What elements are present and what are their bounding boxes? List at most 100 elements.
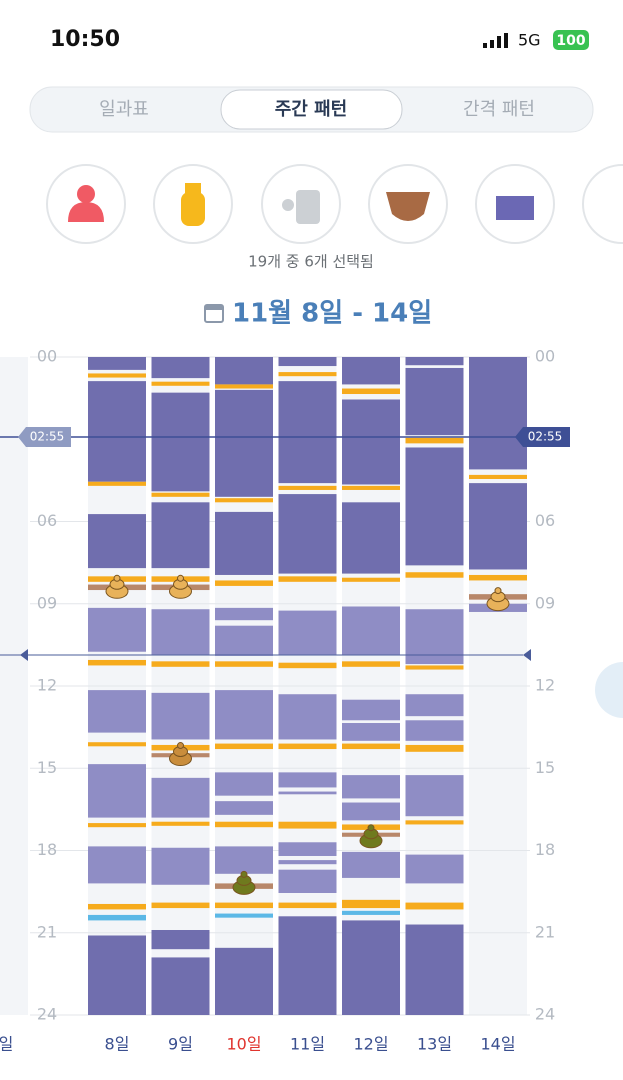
event-block [151, 661, 210, 667]
tab[interactable]: 일과표 [99, 99, 149, 120]
hour-label-left: 09 [37, 593, 57, 612]
event-block [151, 777, 210, 818]
active-tab-bg [220, 89, 403, 130]
event-block [405, 902, 464, 910]
event-block [342, 399, 400, 485]
event-block [278, 772, 337, 788]
event-block [88, 903, 146, 910]
event-block [342, 577, 400, 582]
battery-level: 100 [556, 33, 585, 49]
event-block [469, 483, 527, 570]
event-block [342, 699, 400, 721]
diaper-icon [105, 574, 129, 599]
event-block [88, 659, 146, 666]
event-block [88, 357, 146, 370]
event-block [278, 372, 337, 377]
event-block [88, 742, 146, 747]
event-block [342, 502, 400, 574]
event-block [151, 502, 210, 569]
event-block [342, 743, 400, 750]
event-block [215, 690, 273, 740]
day-label: 12일 [353, 1035, 388, 1054]
event-block [342, 606, 400, 655]
event-block [151, 381, 210, 386]
reference-arrow [20, 649, 28, 662]
event-block [215, 625, 273, 656]
prev-column [0, 357, 28, 1015]
event-block [469, 357, 527, 470]
event-block [88, 764, 146, 818]
time-label: 02:55 [528, 429, 563, 443]
day-label: 14일 [480, 1035, 515, 1054]
event-block [88, 914, 146, 921]
event-block [151, 609, 210, 655]
event-block [405, 924, 464, 1015]
tab[interactable]: 간격 패턴 [463, 99, 535, 120]
event-block [151, 847, 210, 885]
event-block [342, 775, 400, 799]
event-block [405, 609, 464, 665]
event-block [278, 860, 337, 865]
hour-label-right: 09 [535, 593, 555, 612]
event-block [151, 821, 210, 826]
icon-part [494, 587, 502, 595]
network: 5G [518, 31, 541, 50]
tab[interactable]: 주간 패턴 [275, 99, 348, 120]
clock: 10:50 [50, 27, 120, 52]
hour-label-right: 21 [535, 922, 555, 941]
icon-part [177, 574, 184, 582]
hour-label-left: 15 [37, 758, 57, 777]
hour-label-right: 00 [535, 347, 555, 366]
weekly-chart: 일 00 00 06 06 09 09 12 12 15 15 18 18 21 21 24 24 8일 9일 10일… [0, 347, 623, 1054]
hour-label-right: 15 [535, 758, 555, 777]
event-block [405, 694, 464, 717]
event-block [151, 930, 210, 950]
event-block [405, 744, 464, 752]
event-block [342, 723, 400, 741]
event-block [151, 392, 210, 492]
event-block [88, 481, 146, 486]
event-block [215, 661, 273, 667]
reference-arrow [523, 649, 531, 662]
hour-label-left: 18 [37, 840, 57, 859]
event-block [405, 775, 464, 817]
time-label: 02:55 [30, 429, 65, 443]
event-block [342, 661, 400, 667]
battery [553, 30, 589, 50]
time-badge [18, 426, 71, 447]
event-block [215, 902, 273, 909]
event-block [405, 720, 464, 741]
event-block [215, 498, 273, 503]
event-block [342, 910, 400, 915]
event-block [405, 854, 464, 884]
icon-part [113, 574, 121, 582]
day-label: 10일 [226, 1035, 261, 1054]
event-block [278, 791, 337, 795]
event-block [278, 694, 337, 740]
event-block [88, 514, 146, 569]
event-block [278, 381, 337, 484]
event-block [342, 851, 400, 878]
event-block [88, 690, 146, 733]
icon-part [367, 824, 375, 832]
event-block [342, 802, 400, 821]
icon-part [177, 742, 184, 750]
event-block [215, 389, 273, 497]
hour-label-left: 06 [37, 511, 57, 530]
event-block [88, 381, 146, 482]
event-block [278, 902, 337, 909]
event-block [88, 935, 146, 1015]
selection-note: 19개 중 6개 선택됨 [248, 253, 374, 271]
event-block [151, 902, 210, 909]
event-block [151, 357, 210, 379]
event-block [342, 920, 400, 1015]
hour-label-left: 00 [37, 347, 57, 366]
event-block [469, 474, 527, 480]
event-block [215, 913, 273, 918]
event-block [469, 574, 527, 581]
event-block [278, 494, 337, 574]
prev-day-label: 일 [0, 1035, 13, 1054]
diaper-icon [359, 824, 383, 849]
event-block [405, 367, 464, 436]
event-block [215, 947, 273, 1015]
